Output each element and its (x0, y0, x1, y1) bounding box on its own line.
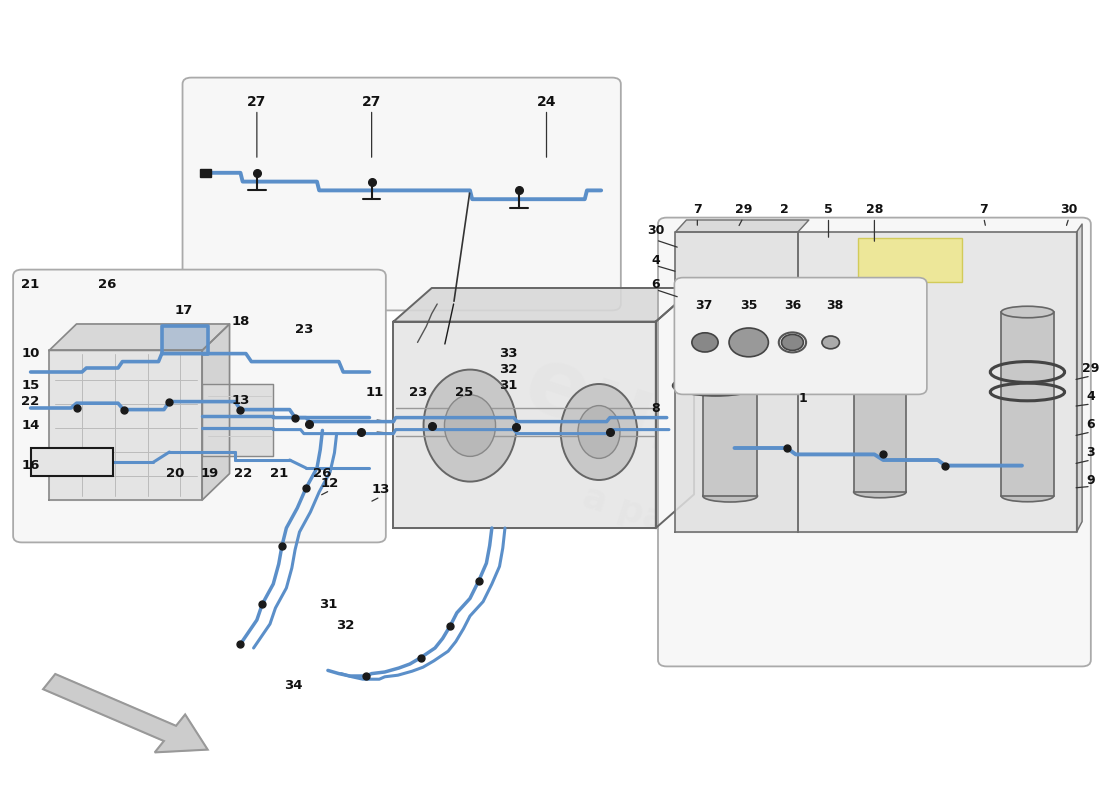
Text: 5: 5 (824, 203, 833, 216)
Circle shape (692, 333, 718, 352)
Text: 32: 32 (337, 619, 354, 632)
Text: 3: 3 (1087, 446, 1096, 458)
Text: 14: 14 (21, 419, 40, 432)
Text: 31: 31 (499, 379, 517, 392)
Text: 7: 7 (693, 203, 702, 216)
Polygon shape (675, 232, 798, 532)
Text: 22: 22 (22, 395, 40, 408)
Text: 30: 30 (647, 224, 664, 237)
Text: 28: 28 (866, 203, 883, 216)
Bar (1001, 312, 1054, 496)
Text: 23: 23 (409, 386, 428, 398)
Text: 12: 12 (321, 477, 339, 490)
Ellipse shape (578, 406, 620, 458)
Polygon shape (656, 288, 694, 528)
Ellipse shape (854, 310, 906, 322)
Text: 7: 7 (979, 203, 988, 216)
Text: 4: 4 (1087, 390, 1096, 402)
Text: 2: 2 (780, 203, 789, 216)
Polygon shape (675, 220, 808, 232)
Text: 29: 29 (735, 203, 752, 216)
Text: 10: 10 (21, 347, 40, 360)
Text: 11: 11 (366, 386, 384, 398)
Text: 26: 26 (98, 278, 117, 290)
Text: 9: 9 (1087, 474, 1096, 486)
Text: 1: 1 (799, 392, 807, 405)
Ellipse shape (424, 370, 517, 482)
Ellipse shape (1001, 490, 1054, 502)
Text: 13: 13 (371, 483, 389, 496)
Text: 38: 38 (826, 299, 844, 312)
Polygon shape (798, 232, 1077, 532)
Polygon shape (394, 322, 656, 528)
Polygon shape (394, 288, 694, 322)
Bar (200, 169, 211, 177)
Circle shape (729, 328, 769, 357)
Ellipse shape (561, 384, 637, 480)
Polygon shape (1077, 224, 1082, 532)
Text: 4: 4 (651, 254, 660, 266)
Ellipse shape (703, 306, 758, 318)
Polygon shape (202, 324, 230, 500)
Text: 18: 18 (231, 315, 250, 328)
Text: 21: 21 (270, 467, 288, 480)
Text: 25: 25 (455, 386, 474, 398)
Text: 21: 21 (22, 278, 40, 290)
Text: 20: 20 (166, 467, 184, 480)
Text: 6: 6 (1087, 418, 1096, 430)
Text: 6: 6 (651, 278, 660, 290)
Polygon shape (50, 324, 230, 350)
Circle shape (822, 336, 839, 349)
Ellipse shape (444, 394, 495, 456)
Text: 17: 17 (175, 304, 192, 317)
Text: 19: 19 (200, 467, 219, 480)
Text: 37: 37 (695, 299, 713, 312)
Text: 26: 26 (314, 467, 331, 480)
FancyBboxPatch shape (183, 78, 620, 310)
Ellipse shape (703, 490, 758, 502)
Text: 33: 33 (499, 347, 517, 360)
Text: 27: 27 (248, 95, 266, 110)
Bar (854, 316, 906, 492)
FancyBboxPatch shape (13, 270, 386, 542)
Polygon shape (202, 384, 273, 456)
FancyBboxPatch shape (674, 278, 927, 394)
Text: 36: 36 (784, 299, 801, 312)
Bar (858, 238, 961, 282)
Bar (162, 326, 208, 354)
Bar (703, 312, 758, 496)
Text: 8: 8 (651, 402, 660, 414)
Polygon shape (50, 350, 202, 500)
Text: 30: 30 (1060, 203, 1078, 216)
Text: 35: 35 (740, 299, 758, 312)
FancyArrow shape (43, 674, 208, 752)
Text: 29: 29 (1082, 362, 1100, 374)
Ellipse shape (854, 486, 906, 498)
Text: 15: 15 (22, 379, 40, 392)
FancyBboxPatch shape (658, 218, 1091, 666)
Text: 34: 34 (284, 679, 302, 692)
Text: 23: 23 (295, 323, 313, 336)
Text: 31: 31 (319, 598, 337, 610)
Circle shape (781, 334, 803, 350)
Text: a passion parts: a passion parts (579, 479, 887, 609)
Text: europes: europes (514, 338, 952, 558)
Text: 24: 24 (537, 95, 557, 110)
Text: 16: 16 (21, 459, 40, 472)
Text: 22: 22 (233, 467, 252, 480)
Text: 32: 32 (499, 363, 517, 376)
Text: 27: 27 (362, 95, 382, 110)
Ellipse shape (1001, 306, 1054, 318)
Text: 13: 13 (231, 394, 250, 406)
Bar (31, 448, 112, 476)
